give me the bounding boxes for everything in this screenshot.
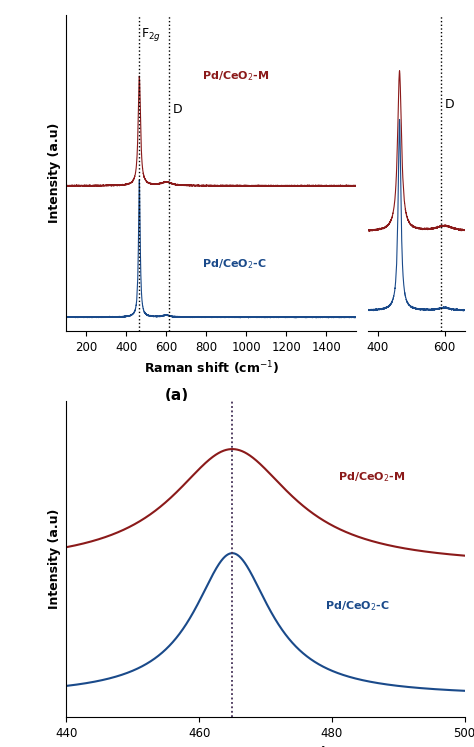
Text: (a): (a) — [164, 388, 189, 403]
Text: F$_{2g}$: F$_{2g}$ — [141, 26, 161, 43]
Text: D: D — [173, 103, 182, 117]
Y-axis label: Intensity (a.u): Intensity (a.u) — [48, 509, 61, 609]
Text: Pd/CeO$_2$-M: Pd/CeO$_2$-M — [338, 471, 406, 484]
Text: Pd/CeO$_2$-C: Pd/CeO$_2$-C — [325, 599, 390, 613]
Text: Pd/CeO$_2$-C: Pd/CeO$_2$-C — [202, 258, 267, 271]
Text: D: D — [445, 99, 455, 111]
X-axis label: Raman shift (cm$^{-1}$): Raman shift (cm$^{-1}$) — [144, 359, 279, 377]
X-axis label: Raman shift (cm$^{-1}$): Raman shift (cm$^{-1}$) — [198, 746, 333, 747]
Y-axis label: Intensity (a.u): Intensity (a.u) — [48, 123, 61, 223]
Text: Pd/CeO$_2$-M: Pd/CeO$_2$-M — [202, 69, 270, 84]
